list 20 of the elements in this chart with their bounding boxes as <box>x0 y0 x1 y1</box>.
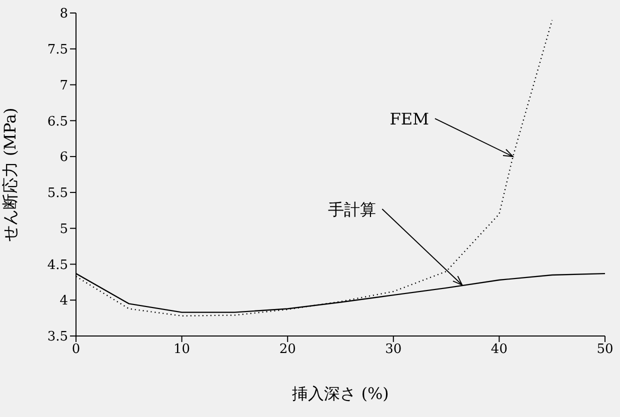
y-tick-label: 5 <box>60 222 68 237</box>
y-tick-label: 4 <box>60 294 68 309</box>
y-tick-label: 6.5 <box>47 114 68 130</box>
y-tick-label: 8 <box>60 6 68 22</box>
y-axis-title: せん断応力 (MPa) <box>0 108 20 242</box>
x-tick-label: 40 <box>490 342 508 358</box>
x-tick-label: 20 <box>279 342 296 358</box>
y-tick-label: 4.5 <box>47 258 68 273</box>
x-tick-label: 50 <box>596 342 614 358</box>
y-tick-label: 7.5 <box>47 42 68 58</box>
annotation: FEM <box>390 110 429 129</box>
x-axis-title: 挿入深さ (%) <box>292 384 389 403</box>
x-tick-label: 0 <box>72 342 80 358</box>
x-tick-label: 10 <box>174 342 190 358</box>
y-tick-label: 7 <box>60 78 68 94</box>
y-tick-label: 5.5 <box>47 186 68 202</box>
x-tick-label: 30 <box>385 342 402 358</box>
y-tick-label: 6 <box>60 150 68 166</box>
annotation: 手計算 <box>328 200 376 220</box>
y-tick-label: 3.5 <box>47 330 68 345</box>
